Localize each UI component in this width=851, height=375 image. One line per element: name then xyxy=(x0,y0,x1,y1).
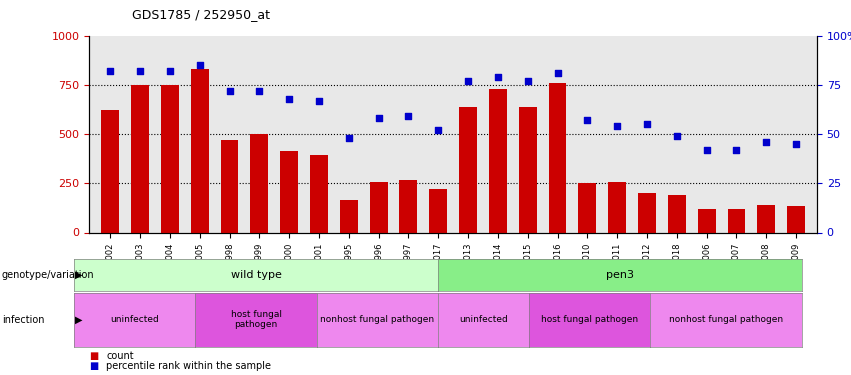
Bar xyxy=(489,89,507,232)
Text: pen3: pen3 xyxy=(606,270,634,280)
Point xyxy=(729,147,743,153)
Bar xyxy=(698,209,716,232)
Point xyxy=(312,98,326,104)
Point xyxy=(431,127,445,133)
Bar xyxy=(429,189,447,232)
Point xyxy=(342,135,356,141)
Point xyxy=(759,139,773,145)
Text: ▶: ▶ xyxy=(75,315,83,325)
Point xyxy=(283,96,296,102)
Point xyxy=(372,116,386,122)
Bar xyxy=(250,134,268,232)
Text: wild type: wild type xyxy=(231,270,282,280)
Point xyxy=(610,123,624,129)
Point xyxy=(640,121,654,127)
Point xyxy=(193,62,207,68)
Point xyxy=(700,147,713,153)
Bar xyxy=(280,151,298,232)
Point xyxy=(521,78,534,84)
Point xyxy=(461,78,475,84)
Text: nonhost fungal pathogen: nonhost fungal pathogen xyxy=(669,315,783,324)
Text: infection: infection xyxy=(2,315,44,325)
Bar xyxy=(340,200,357,232)
Point xyxy=(491,74,505,80)
Point xyxy=(580,117,594,123)
Bar xyxy=(399,180,417,232)
Bar xyxy=(519,106,537,232)
Bar xyxy=(310,155,328,232)
Point xyxy=(104,68,117,74)
Bar xyxy=(757,205,775,232)
Bar xyxy=(728,209,745,232)
Bar xyxy=(549,83,567,232)
Point xyxy=(670,133,683,139)
Point xyxy=(223,88,237,94)
Bar xyxy=(460,106,477,232)
Text: uninfected: uninfected xyxy=(459,315,508,324)
Text: genotype/variation: genotype/variation xyxy=(2,270,94,280)
Bar xyxy=(608,182,626,232)
Text: host fungal pathogen: host fungal pathogen xyxy=(541,315,638,324)
Text: ■: ■ xyxy=(89,361,99,371)
Bar xyxy=(131,85,149,232)
Point xyxy=(253,88,266,94)
Point xyxy=(789,141,802,147)
Text: host fungal
pathogen: host fungal pathogen xyxy=(231,310,282,329)
Bar xyxy=(161,85,179,232)
Text: uninfected: uninfected xyxy=(111,315,159,324)
Point xyxy=(402,113,415,119)
Bar xyxy=(101,110,119,232)
Point xyxy=(134,68,147,74)
Bar xyxy=(220,140,238,232)
Bar xyxy=(668,195,686,232)
Bar xyxy=(638,193,656,232)
Bar xyxy=(787,206,805,232)
Text: ■: ■ xyxy=(89,351,99,361)
Point xyxy=(551,70,564,76)
Text: GDS1785 / 252950_at: GDS1785 / 252950_at xyxy=(132,8,270,21)
Bar xyxy=(369,182,387,232)
Text: percentile rank within the sample: percentile rank within the sample xyxy=(106,361,271,371)
Bar xyxy=(191,69,208,232)
Text: count: count xyxy=(106,351,134,361)
Bar xyxy=(579,183,597,232)
Text: ▶: ▶ xyxy=(75,270,83,280)
Point xyxy=(163,68,177,74)
Text: nonhost fungal pathogen: nonhost fungal pathogen xyxy=(320,315,434,324)
